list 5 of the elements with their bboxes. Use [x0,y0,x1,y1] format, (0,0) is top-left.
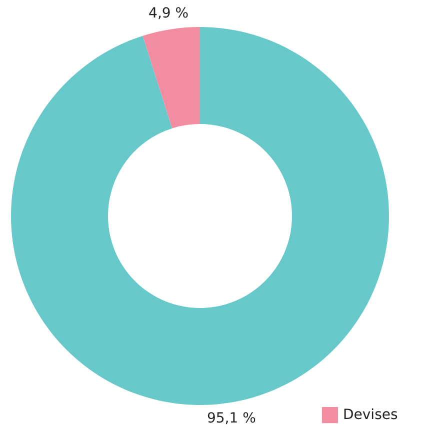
donut-slice [142,27,200,128]
legend-label: Devises [343,407,398,423]
data-label: 95,1 % [206,410,256,427]
data-label: 4,9 % [148,5,189,22]
donut-slice [11,27,389,405]
